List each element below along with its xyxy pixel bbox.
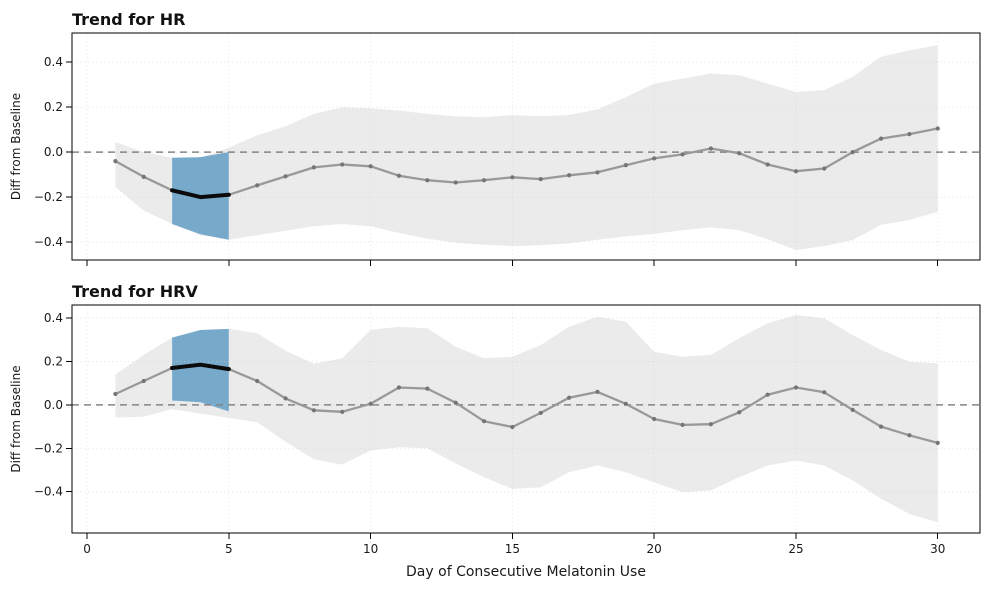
y-axis-label-hrv: Diff from Baseline: [9, 365, 23, 472]
data-point-marker: [793, 169, 799, 174]
data-point-marker: [595, 170, 600, 175]
data-point-marker: [425, 386, 430, 391]
data-point-marker: [453, 180, 458, 185]
hrv-plot-area: 0 5 10 15 20 25 30 0.4 0.2 0.0 −0.2 −0.4: [34, 304, 981, 556]
plot-frame: [71, 32, 981, 261]
data-point-marker: [368, 164, 373, 169]
y-tick-label: 0.4: [44, 311, 63, 325]
y-tick-label: −0.2: [34, 441, 63, 455]
data-point-marker: [396, 385, 402, 390]
x-tick-label: 20: [647, 542, 662, 556]
data-point-marker: [311, 165, 316, 170]
y-tick-label: −0.4: [34, 485, 63, 499]
data-point-marker: [737, 410, 742, 415]
data-point-marker: [113, 391, 118, 397]
data-point-marker: [623, 163, 628, 168]
data-point-marker: [141, 378, 146, 384]
y-tick-label: 0.4: [44, 55, 63, 69]
data-point-marker: [311, 408, 316, 413]
data-point-marker: [907, 132, 912, 137]
x-tick-label: 25: [788, 542, 803, 556]
data-point-marker: [567, 173, 572, 178]
uncertainty-band: [115, 45, 938, 251]
data-point-marker: [737, 151, 742, 156]
data-point-marker: [396, 173, 402, 178]
data-point-marker: [878, 424, 884, 429]
data-point-marker: [368, 401, 373, 406]
highlight-trend-line: [170, 188, 231, 200]
data-point-marker: [652, 156, 657, 161]
x-tick-label: 30: [930, 542, 945, 556]
y-tick-label: 0.0: [44, 398, 63, 412]
x-tick-label: 10: [363, 542, 378, 556]
data-point-marker: [453, 400, 458, 405]
data-point-marker: [652, 416, 657, 422]
chart-title-hrv: Trend for HRV: [72, 282, 198, 301]
data-point-marker: [340, 162, 345, 167]
y-tick-label: −0.4: [34, 235, 63, 249]
data-point-marker: [141, 174, 146, 179]
x-tick-label: 5: [225, 542, 233, 556]
data-point-marker: [850, 407, 855, 412]
data-point-marker: [680, 422, 685, 427]
data-point-marker: [595, 389, 600, 394]
data-point-marker: [481, 419, 487, 424]
data-point-marker: [935, 126, 940, 131]
data-point-marker: [340, 409, 345, 414]
data-point-marker: [680, 152, 685, 157]
data-point-marker: [765, 162, 770, 167]
x-tick-label: 0: [83, 542, 91, 556]
y-axis-label-hr: Diff from Baseline: [9, 93, 23, 200]
data-point-marker: [765, 392, 770, 397]
data-point-marker: [510, 424, 515, 430]
chart-title-hr: Trend for HR: [72, 10, 185, 29]
hr-plot-area: 0.4 0.2 0.0 −0.2 −0.4: [34, 32, 981, 266]
data-point-marker: [538, 176, 543, 182]
y-tick-label: 0.2: [44, 354, 63, 368]
highlight-band: [172, 328, 229, 412]
data-point-marker: [623, 401, 628, 406]
data-point-marker: [113, 159, 118, 164]
data-point-marker: [850, 150, 855, 155]
data-point-marker: [283, 396, 288, 401]
data-point-marker: [255, 378, 260, 384]
data-point-marker: [425, 178, 430, 183]
trend-line: [114, 127, 938, 199]
highlight-trend-line: [170, 362, 231, 372]
y-tick-label: 0.2: [44, 100, 63, 114]
data-point-marker: [935, 440, 940, 445]
data-point-marker: [708, 146, 713, 151]
x-tick-label: 15: [505, 542, 520, 556]
data-point-marker: [255, 183, 260, 188]
data-point-marker: [878, 136, 884, 141]
data-point-marker: [793, 385, 799, 390]
trend-line: [114, 363, 938, 445]
data-point-marker: [907, 433, 912, 438]
data-point-marker: [822, 390, 827, 395]
data-point-marker: [822, 166, 827, 171]
x-axis-label: Day of Consecutive Melatonin Use: [406, 564, 646, 580]
data-point-marker: [510, 175, 515, 180]
data-point-marker: [708, 422, 713, 427]
data-point-marker: [481, 178, 487, 183]
plot-frame: [71, 304, 981, 534]
y-tick-label: 0.0: [44, 145, 63, 159]
y-tick-label: −0.2: [34, 190, 63, 204]
data-point-marker: [283, 174, 288, 179]
data-point-marker: [538, 410, 543, 416]
data-point-marker: [567, 395, 572, 400]
